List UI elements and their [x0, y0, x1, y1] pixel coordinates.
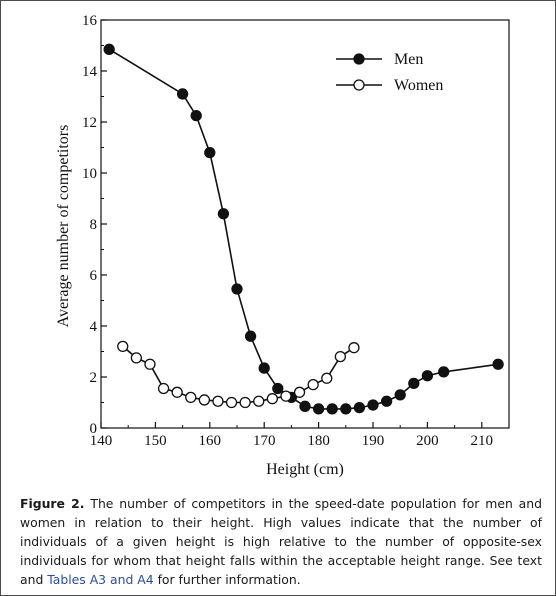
- caption-table-link[interactable]: Tables A3 and A4: [47, 572, 154, 587]
- data-point-women: [348, 342, 360, 354]
- x-axis-title: Height (cm): [266, 461, 344, 478]
- y-axis-title: Average number of competitors: [55, 125, 72, 328]
- line-chart: 0 2 4 6 8 10 12 14 16 140 150 160 170 180 190 200 210 Av…: [55, 13, 510, 478]
- y-tick-label: 0: [90, 421, 98, 437]
- data-point-men: [103, 43, 115, 55]
- chart-legend: Men Women: [336, 51, 443, 94]
- data-point-women: [171, 386, 183, 398]
- figure-caption: Figure 2. The number of competitors in t…: [20, 494, 542, 589]
- data-point-men: [326, 403, 338, 415]
- x-tick-label: 170: [253, 433, 276, 449]
- data-point-women: [266, 393, 279, 405]
- y-tick-label: 16: [82, 13, 98, 29]
- x-tick-label: 210: [471, 433, 494, 449]
- data-point-men: [380, 395, 393, 407]
- data-point-men: [394, 389, 406, 401]
- data-point-men: [492, 358, 504, 370]
- legend-marker: [353, 53, 365, 65]
- y-tick-label: 14: [82, 64, 98, 80]
- data-point-men: [217, 208, 230, 220]
- data-point-women: [185, 391, 197, 404]
- data-point-men: [190, 109, 202, 122]
- data-point-men: [299, 400, 311, 412]
- x-tick-label: 180: [307, 433, 330, 449]
- data-point-women: [334, 350, 347, 363]
- data-point-women: [130, 352, 143, 364]
- y-tick-label: 12: [82, 115, 97, 131]
- y-tick-label: 2: [90, 370, 98, 386]
- data-point-women: [198, 394, 211, 406]
- data-point-men: [272, 382, 284, 395]
- y-tick-label: 6: [90, 268, 98, 284]
- series-men: [103, 43, 504, 415]
- data-point-men: [367, 399, 379, 411]
- chart-axes: 0 2 4 6 8 10 12 14 16 140 150 160 170 180 190 200 210: [82, 13, 510, 449]
- data-point-men: [231, 283, 243, 295]
- data-point-women: [144, 358, 156, 370]
- x-tick-label: 150: [144, 433, 167, 449]
- legend-item-men: Men: [336, 51, 423, 68]
- data-point-women: [239, 396, 251, 409]
- legend-item-women: Women: [336, 77, 443, 94]
- data-point-women: [117, 340, 129, 353]
- y-tick-label: 4: [90, 319, 98, 335]
- data-point-men: [204, 146, 216, 159]
- data-point-women: [225, 396, 238, 409]
- series-women: [117, 340, 360, 409]
- data-point-men: [312, 403, 325, 415]
- data-point-women: [212, 395, 224, 407]
- data-point-men: [438, 366, 450, 378]
- legend-marker: [353, 79, 365, 91]
- data-point-women: [307, 378, 319, 391]
- x-tick-label: 190: [362, 433, 385, 449]
- data-point-women: [253, 395, 265, 407]
- x-tick-label: 160: [199, 433, 222, 449]
- legend-label: Women: [394, 77, 443, 94]
- caption-figure-label: Figure 2.: [20, 496, 85, 511]
- y-tick-label: 10: [82, 166, 97, 182]
- data-point-women: [293, 386, 306, 398]
- series-line-women: [122, 345, 355, 404]
- x-tick-label: 200: [416, 433, 439, 449]
- data-point-men: [353, 401, 366, 414]
- legend-label: Men: [394, 51, 423, 68]
- data-point-men: [244, 330, 257, 342]
- data-point-men: [408, 377, 420, 390]
- caption-text: The number of competitors in the speed-d…: [20, 496, 542, 587]
- caption-text-end: for further information.: [157, 572, 301, 587]
- data-point-men: [421, 370, 434, 382]
- chart-series: [103, 43, 504, 415]
- x-tick-label: 140: [90, 433, 113, 449]
- data-point-men: [258, 362, 270, 374]
- series-line-men: [108, 48, 499, 410]
- data-point-women: [321, 372, 333, 384]
- data-point-women: [157, 382, 170, 395]
- y-tick-label: 8: [90, 217, 98, 233]
- data-point-men: [340, 403, 352, 415]
- data-point-women: [280, 390, 292, 402]
- data-point-men: [176, 88, 189, 100]
